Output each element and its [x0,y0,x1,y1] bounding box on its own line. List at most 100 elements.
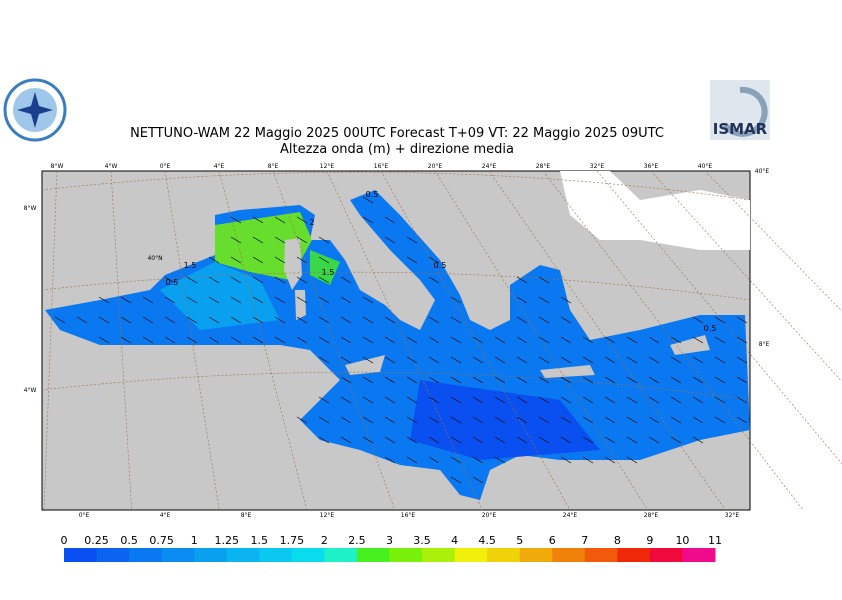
colorbar-label: 5 [516,534,523,547]
direction-arrow [406,336,418,344]
direction-arrow [384,376,396,384]
direction-arrow [516,356,528,364]
direction-arrow [98,296,110,304]
colorbar-label: 0.5 [120,534,138,547]
graticule-label: 0°E [79,512,90,519]
direction-arrow [230,336,242,344]
graticule-label: 4°E [214,163,225,170]
direction-arrow [428,456,440,464]
direction-arrow [362,436,374,444]
direction-arrow [406,236,418,244]
direction-arrow [428,336,440,344]
direction-arrow [582,336,594,344]
direction-arrow [648,396,660,404]
direction-arrow [252,336,264,344]
direction-arrow [76,316,88,324]
direction-arrow [406,396,418,404]
direction-arrow [318,256,330,264]
graticule-label: 24°E [482,163,497,170]
direction-arrow [120,336,132,344]
direction-arrow [516,416,528,424]
direction-arrow [384,456,396,464]
graticule-label: 12°E [320,163,335,170]
colorbar-label: 10 [675,534,689,547]
direction-arrow [230,256,242,264]
direction-arrow [494,336,506,344]
contour-label: 0.5 [166,278,179,287]
graticule-label: 4°W [105,163,118,170]
direction-arrow [318,296,330,304]
direction-arrow [384,336,396,344]
right-logo: ISMAR [710,80,770,140]
direction-arrow [582,456,594,464]
direction-arrow [538,416,550,424]
direction-arrow [54,316,66,324]
direction-arrow [384,416,396,424]
graticule-line [488,170,726,511]
colorbar-label: 8 [614,534,621,547]
colorbar-swatch [422,548,456,562]
colorbar-label: 1.5 [251,534,269,547]
direction-arrow [450,356,462,364]
direction-arrow [428,276,440,284]
colorbar-label: 0.25 [84,534,109,547]
direction-arrow [516,276,528,284]
direction-arrow [428,356,440,364]
direction-arrow [384,356,396,364]
direction-arrow [472,396,484,404]
direction-arrow [164,316,176,324]
direction-arrow [406,456,418,464]
direction-arrow [274,316,286,324]
direction-arrow [472,356,484,364]
direction-arrow [560,396,572,404]
direction-arrow [208,276,220,284]
direction-arrow [450,456,462,464]
direction-arrow [318,316,330,324]
direction-arrow [450,436,462,444]
direction-arrow [494,396,506,404]
colorbar-swatch [356,548,390,562]
colorbar-swatch [226,548,260,562]
colorbar-swatch [552,548,586,562]
direction-arrow [560,316,572,324]
direction-arrow [714,336,726,344]
direction-arrow [472,416,484,424]
colorbar-swatch [161,548,195,562]
direction-arrow [120,296,132,304]
direction-arrow [472,336,484,344]
direction-arrow [582,356,594,364]
direction-arrow [340,396,352,404]
direction-arrow [450,376,462,384]
direction-arrow [604,456,616,464]
graticule-label: 20°E [428,163,443,170]
colorbar-label: 1.75 [280,534,305,547]
direction-arrow [340,416,352,424]
direction-arrow [626,396,638,404]
direction-arrow [208,256,220,264]
graticule-line [41,171,751,201]
direction-arrow [736,356,748,364]
graticule-label: 12°E [320,512,335,519]
direction-arrow [208,296,220,304]
colorbar-label: 6 [549,534,556,547]
graticule-line [41,371,751,401]
direction-arrow [648,356,660,364]
contour-label: 1.5 [322,268,335,277]
direction-arrow [692,436,704,444]
direction-arrow [296,236,308,244]
direction-arrow [560,376,572,384]
direction-arrow [406,436,418,444]
graticule-line [650,170,842,383]
direction-arrow [472,456,484,464]
direction-arrow [582,396,594,404]
direction-arrow [296,276,308,284]
direction-arrow [516,396,528,404]
direction-arrow [604,436,616,444]
direction-arrow [626,436,638,444]
direction-arrow [318,436,330,444]
direction-arrow [362,376,374,384]
direction-arrow [494,416,506,424]
direction-arrow [692,316,704,324]
direction-arrow [582,416,594,424]
